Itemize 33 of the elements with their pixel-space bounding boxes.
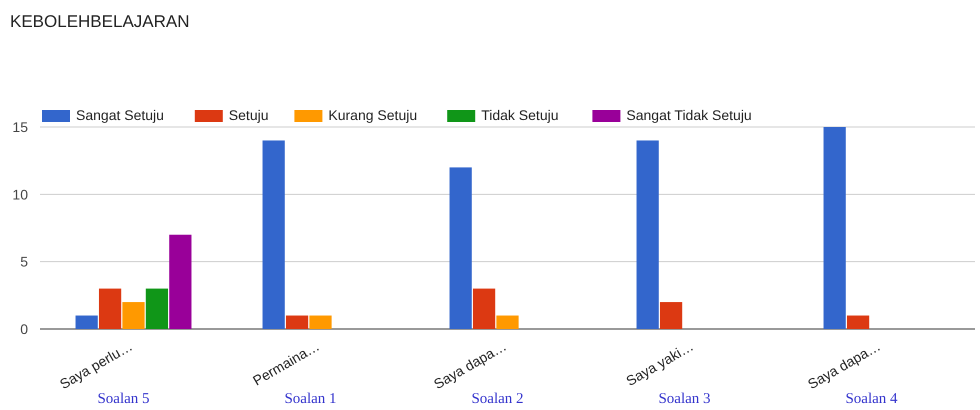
y-tick-label: 5 [20,254,28,270]
bar [660,302,682,329]
bar [496,316,519,329]
legend-label: Setuju [228,107,269,123]
legend-label: Sangat Setuju [76,107,164,123]
legend-label: Tidak Setuju [481,107,559,123]
bar [472,288,496,329]
bar [286,316,308,329]
x-tick-label: Saya dapa… [804,338,883,392]
bar [76,316,98,329]
text: Soalan 1 [284,391,337,407]
bar [169,234,192,329]
x-tick-label: Saya dapa… [430,338,509,392]
bar [309,316,332,329]
text: Soalan 3 [658,391,711,407]
y-tick-label: 0 [20,321,28,337]
chart-title: KEBOLEHBELAJARAN [10,12,190,31]
bar [846,316,870,329]
bar [146,288,168,329]
bar [122,302,145,329]
bar [450,167,472,329]
text: Soalan 2 [471,391,524,407]
bar [824,127,846,329]
text: Soalan 5 [97,391,150,407]
legend-label: Kurang Setuju [328,107,418,123]
x-tick-label: Saya yaki… [623,338,696,389]
bar [262,140,285,329]
bar [636,140,659,329]
text: Soalan 4 [845,391,898,407]
y-tick-label: 15 [12,119,28,135]
legend-label: Sangat Tidak Setuju [626,107,752,123]
y-tick-label: 10 [12,186,28,202]
bar [98,288,122,329]
